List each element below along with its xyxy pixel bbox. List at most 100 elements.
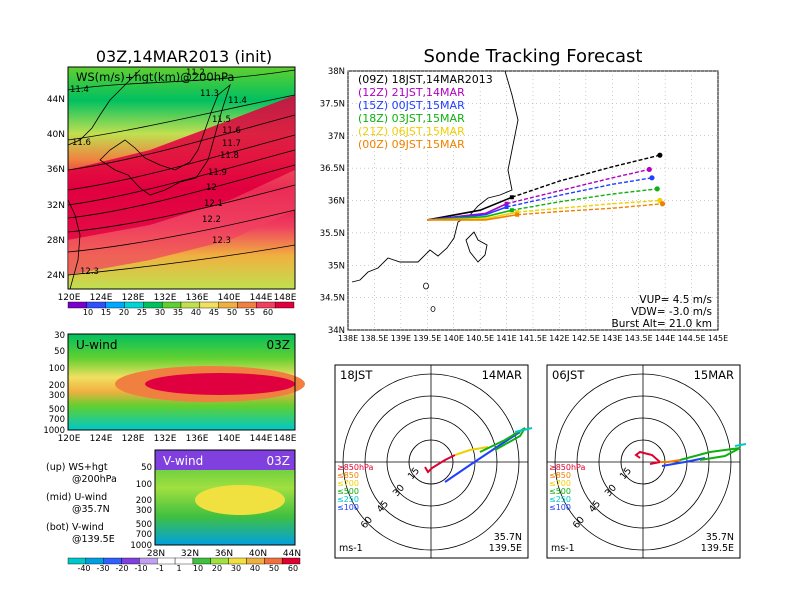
hodo-trace <box>444 431 521 483</box>
island <box>423 282 429 290</box>
lon-tick: 124E <box>90 434 113 444</box>
level-label: ≤100 <box>337 503 359 512</box>
colorbar-tick: 20 <box>119 308 129 317</box>
landing-point <box>659 201 666 207</box>
p-tick: 500 <box>49 405 65 415</box>
x-tick-label: 142.5E <box>572 334 600 343</box>
diff-colorbar-ticks: -40 -30 -20 -10 -1 1 10 20 30 40 50 60 <box>77 564 298 573</box>
track-descent-line <box>517 199 660 213</box>
lon-tick: 144E <box>250 434 273 444</box>
track-descent-line <box>506 168 650 205</box>
colorbar-tick: 60 <box>263 308 273 317</box>
x-tick-label: 145E <box>708 334 728 343</box>
y-tick-label: 35N <box>328 261 345 271</box>
track-descent-line <box>511 154 661 198</box>
legend-entry: (21Z) 06JST,15MAR <box>358 125 465 138</box>
ws-jet-shoulder <box>68 170 295 275</box>
diff-colorbar-tick: 1 <box>176 564 181 573</box>
uwind-label: U-wind <box>76 338 117 352</box>
tracking-x-ticks: 138E 138.5E 139E 139.5E 140E 140.5E 141E 141.5E… <box>338 334 728 343</box>
uwind-lon-ticks: 120E 124E 128E 132E 136E 140E 144E 148E <box>58 434 297 444</box>
diff-colorbar-tick: 10 <box>193 564 203 573</box>
diff-colorbar-tick: 50 <box>269 564 279 573</box>
x-tick-label: 144.5E <box>678 334 706 343</box>
landing-point <box>657 152 663 158</box>
x-tick-label: 138.5E <box>360 334 388 343</box>
p-tick: 700 <box>136 530 152 540</box>
island <box>430 306 436 312</box>
hodo-lon: 139.5E <box>489 543 522 554</box>
hodo-levels: ≥850hPa ≤850 ≤700 ≤500 ≤250 ≤100 <box>549 463 586 512</box>
track-descent-line <box>517 203 663 216</box>
ws-colorbar <box>67 301 295 309</box>
contour-label: 12 <box>206 183 217 193</box>
ws-jet-core <box>68 95 295 240</box>
note-bot-1: (bot) V-wind <box>46 522 104 533</box>
track-ascent-line <box>427 213 518 221</box>
p-tick: 1000 <box>43 426 65 436</box>
x-tick-label: 141.5E <box>519 334 547 343</box>
y-tick-label: 35.5N <box>320 229 345 239</box>
level-label: ≤250 <box>549 495 571 504</box>
hodograph-right: 06JST 15MAR 15 30 45 60 ≥850hPa ≤850 ≤70… <box>546 364 747 559</box>
contour-label: 12.2 <box>202 215 221 225</box>
x-tick-label: 143E <box>602 334 622 343</box>
level-label: ≤500 <box>337 487 359 496</box>
lat-tick: 36N <box>47 165 65 175</box>
colorbar-tick: 35 <box>173 308 183 317</box>
p-tick: 1000 <box>130 541 152 551</box>
hodo-trace <box>734 443 747 447</box>
level-label: ≥850hPa <box>337 463 374 472</box>
y-tick-label: 37.5N <box>320 99 345 109</box>
burst-point <box>509 208 514 213</box>
p-tick: 500 <box>136 520 152 530</box>
contour-label: 11.8 <box>220 151 239 161</box>
p-tick: 100 <box>49 364 65 374</box>
vwind-lat-ticks: 28N 32N 36N 40N 44N <box>147 549 301 559</box>
p-tick: 200 <box>136 496 152 506</box>
y-tick-label: 34N <box>328 326 345 336</box>
coastline-honshu <box>351 70 519 283</box>
lat-tick: 28N <box>47 236 65 246</box>
p-tick: 30 <box>54 331 65 341</box>
landing-point <box>654 186 660 192</box>
burst-point <box>504 201 509 206</box>
uwind-jet-core <box>145 373 295 395</box>
colorbar-tick: 50 <box>227 308 237 317</box>
p-tick: 300 <box>49 391 65 401</box>
x-tick-label: 142E <box>549 334 569 343</box>
legend-entry: (00Z) 09JST,15MAR <box>358 138 465 151</box>
contour-label: 11.6 <box>72 138 91 148</box>
diff-colorbar-tick: 20 <box>212 564 222 573</box>
colorbar-tick: 40 <box>191 308 201 317</box>
hodo-trace <box>514 427 533 433</box>
level-label: ≤850 <box>337 471 359 480</box>
burst-point <box>509 195 514 200</box>
x-tick-label: 143.5E <box>625 334 653 343</box>
x-tick-label: 140.5E <box>466 334 494 343</box>
colorbar-tick: 30 <box>155 308 165 317</box>
diff-colorbar-tick: -1 <box>156 564 164 573</box>
colorbar-tick: 55 <box>245 308 255 317</box>
contour-label: 11.5 <box>212 115 231 125</box>
vwind-label: V-wind <box>163 454 203 468</box>
lon-tick: 124E <box>90 293 113 303</box>
hodo-levels: ≥850hPa ≤850 ≤700 ≤500 ≤250 ≤100 <box>337 463 374 512</box>
p-tick: 200 <box>49 381 65 391</box>
uwind-panel: U-wind 03Z 30 50 100 200 300 500 700 100… <box>43 331 305 444</box>
hodo-trace <box>424 454 456 474</box>
hodo-unit: ms-1 <box>551 543 575 554</box>
colorbar-tick: 25 <box>137 308 147 317</box>
hodo-unit: ms-1 <box>339 543 363 554</box>
tracking-title: Sonde Tracking Forecast <box>424 46 643 67</box>
diff-colorbar-tick: 30 <box>231 564 241 573</box>
vwind-top-band <box>155 450 295 470</box>
diff-colorbar-swatch <box>281 557 301 565</box>
param-vup: VUP= 4.5 m/s <box>639 294 712 306</box>
tracking-series <box>427 152 666 221</box>
lon-tick: 132E <box>154 293 177 303</box>
lon-tick: 136E <box>186 293 209 303</box>
ws-colorbar-ticks: 10 15 20 25 30 35 40 45 50 55 60 <box>83 308 273 317</box>
hodo-trace <box>479 427 526 453</box>
